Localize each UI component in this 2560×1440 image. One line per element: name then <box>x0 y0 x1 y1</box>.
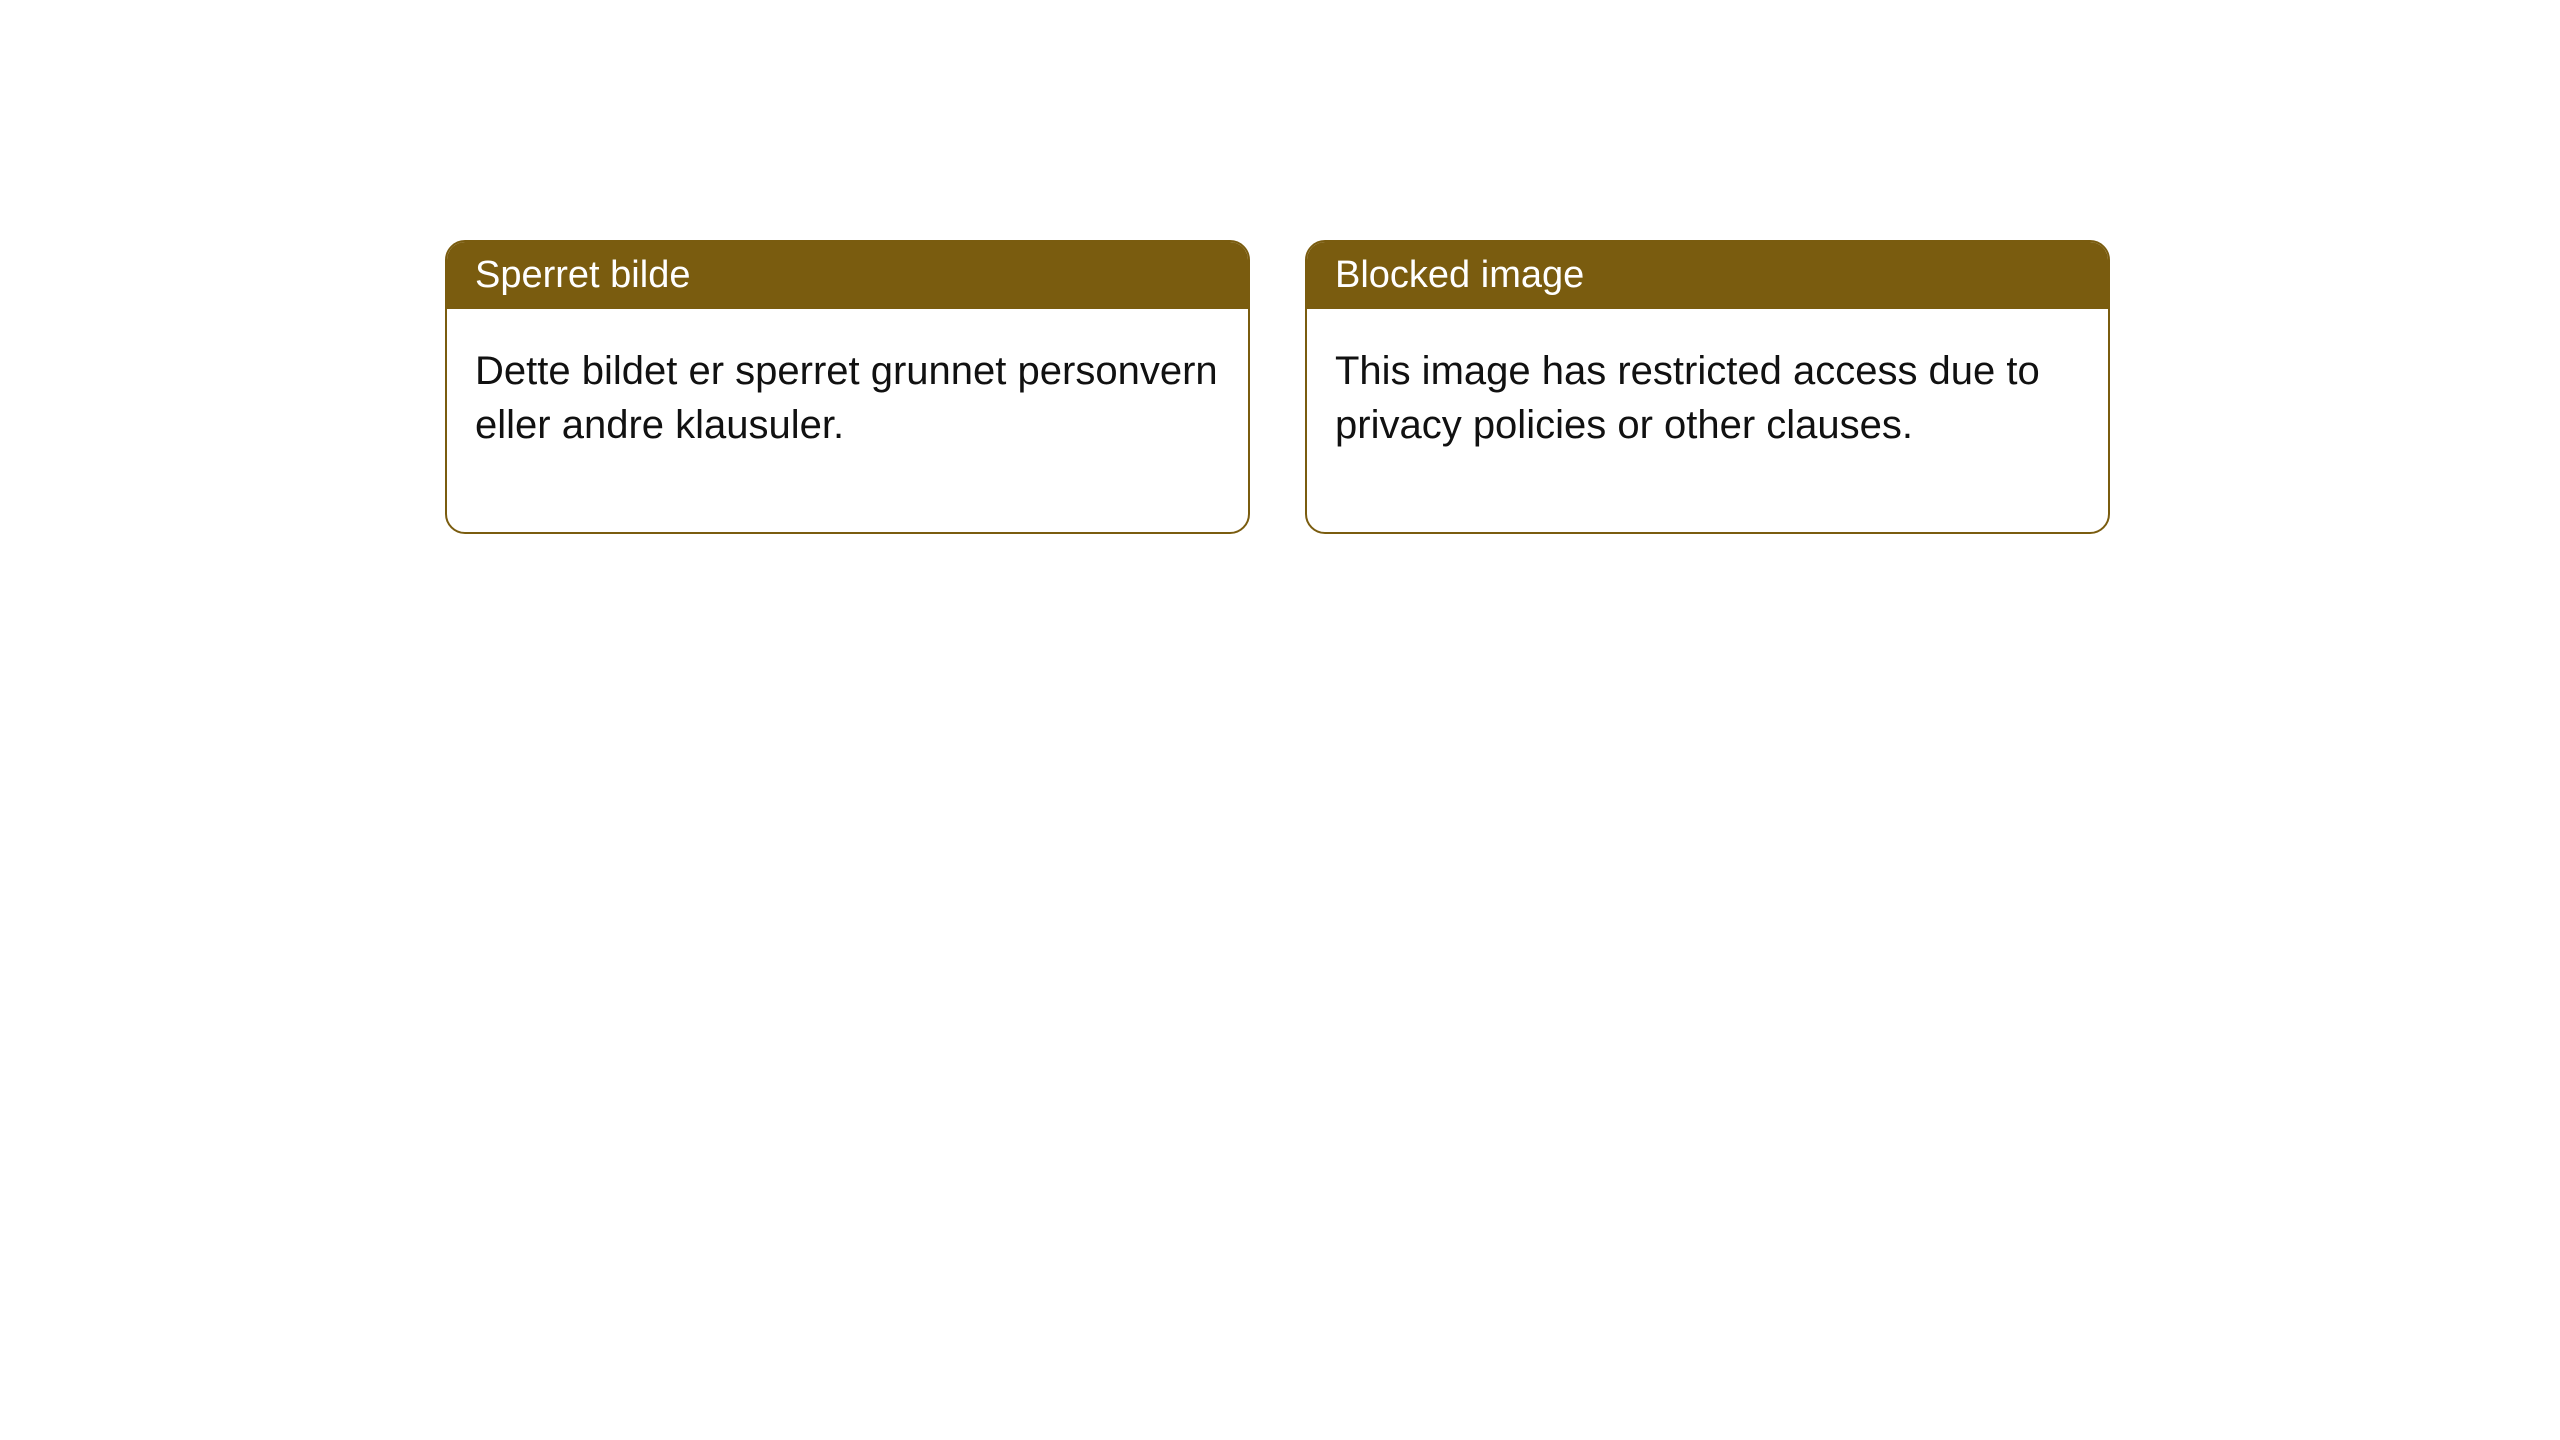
card-body: This image has restricted access due to … <box>1307 309 2108 532</box>
card-body: Dette bildet er sperret grunnet personve… <box>447 309 1248 532</box>
card-body-text: Dette bildet er sperret grunnet personve… <box>475 349 1218 447</box>
notice-card-english: Blocked image This image has restricted … <box>1305 240 2110 534</box>
notice-card-norwegian: Sperret bilde Dette bildet er sperret gr… <box>445 240 1250 534</box>
card-header: Sperret bilde <box>447 242 1248 309</box>
card-title: Blocked image <box>1335 254 1584 296</box>
card-body-text: This image has restricted access due to … <box>1335 349 2040 447</box>
card-header: Blocked image <box>1307 242 2108 309</box>
notice-container: Sperret bilde Dette bildet er sperret gr… <box>445 240 2110 534</box>
card-title: Sperret bilde <box>475 254 690 296</box>
